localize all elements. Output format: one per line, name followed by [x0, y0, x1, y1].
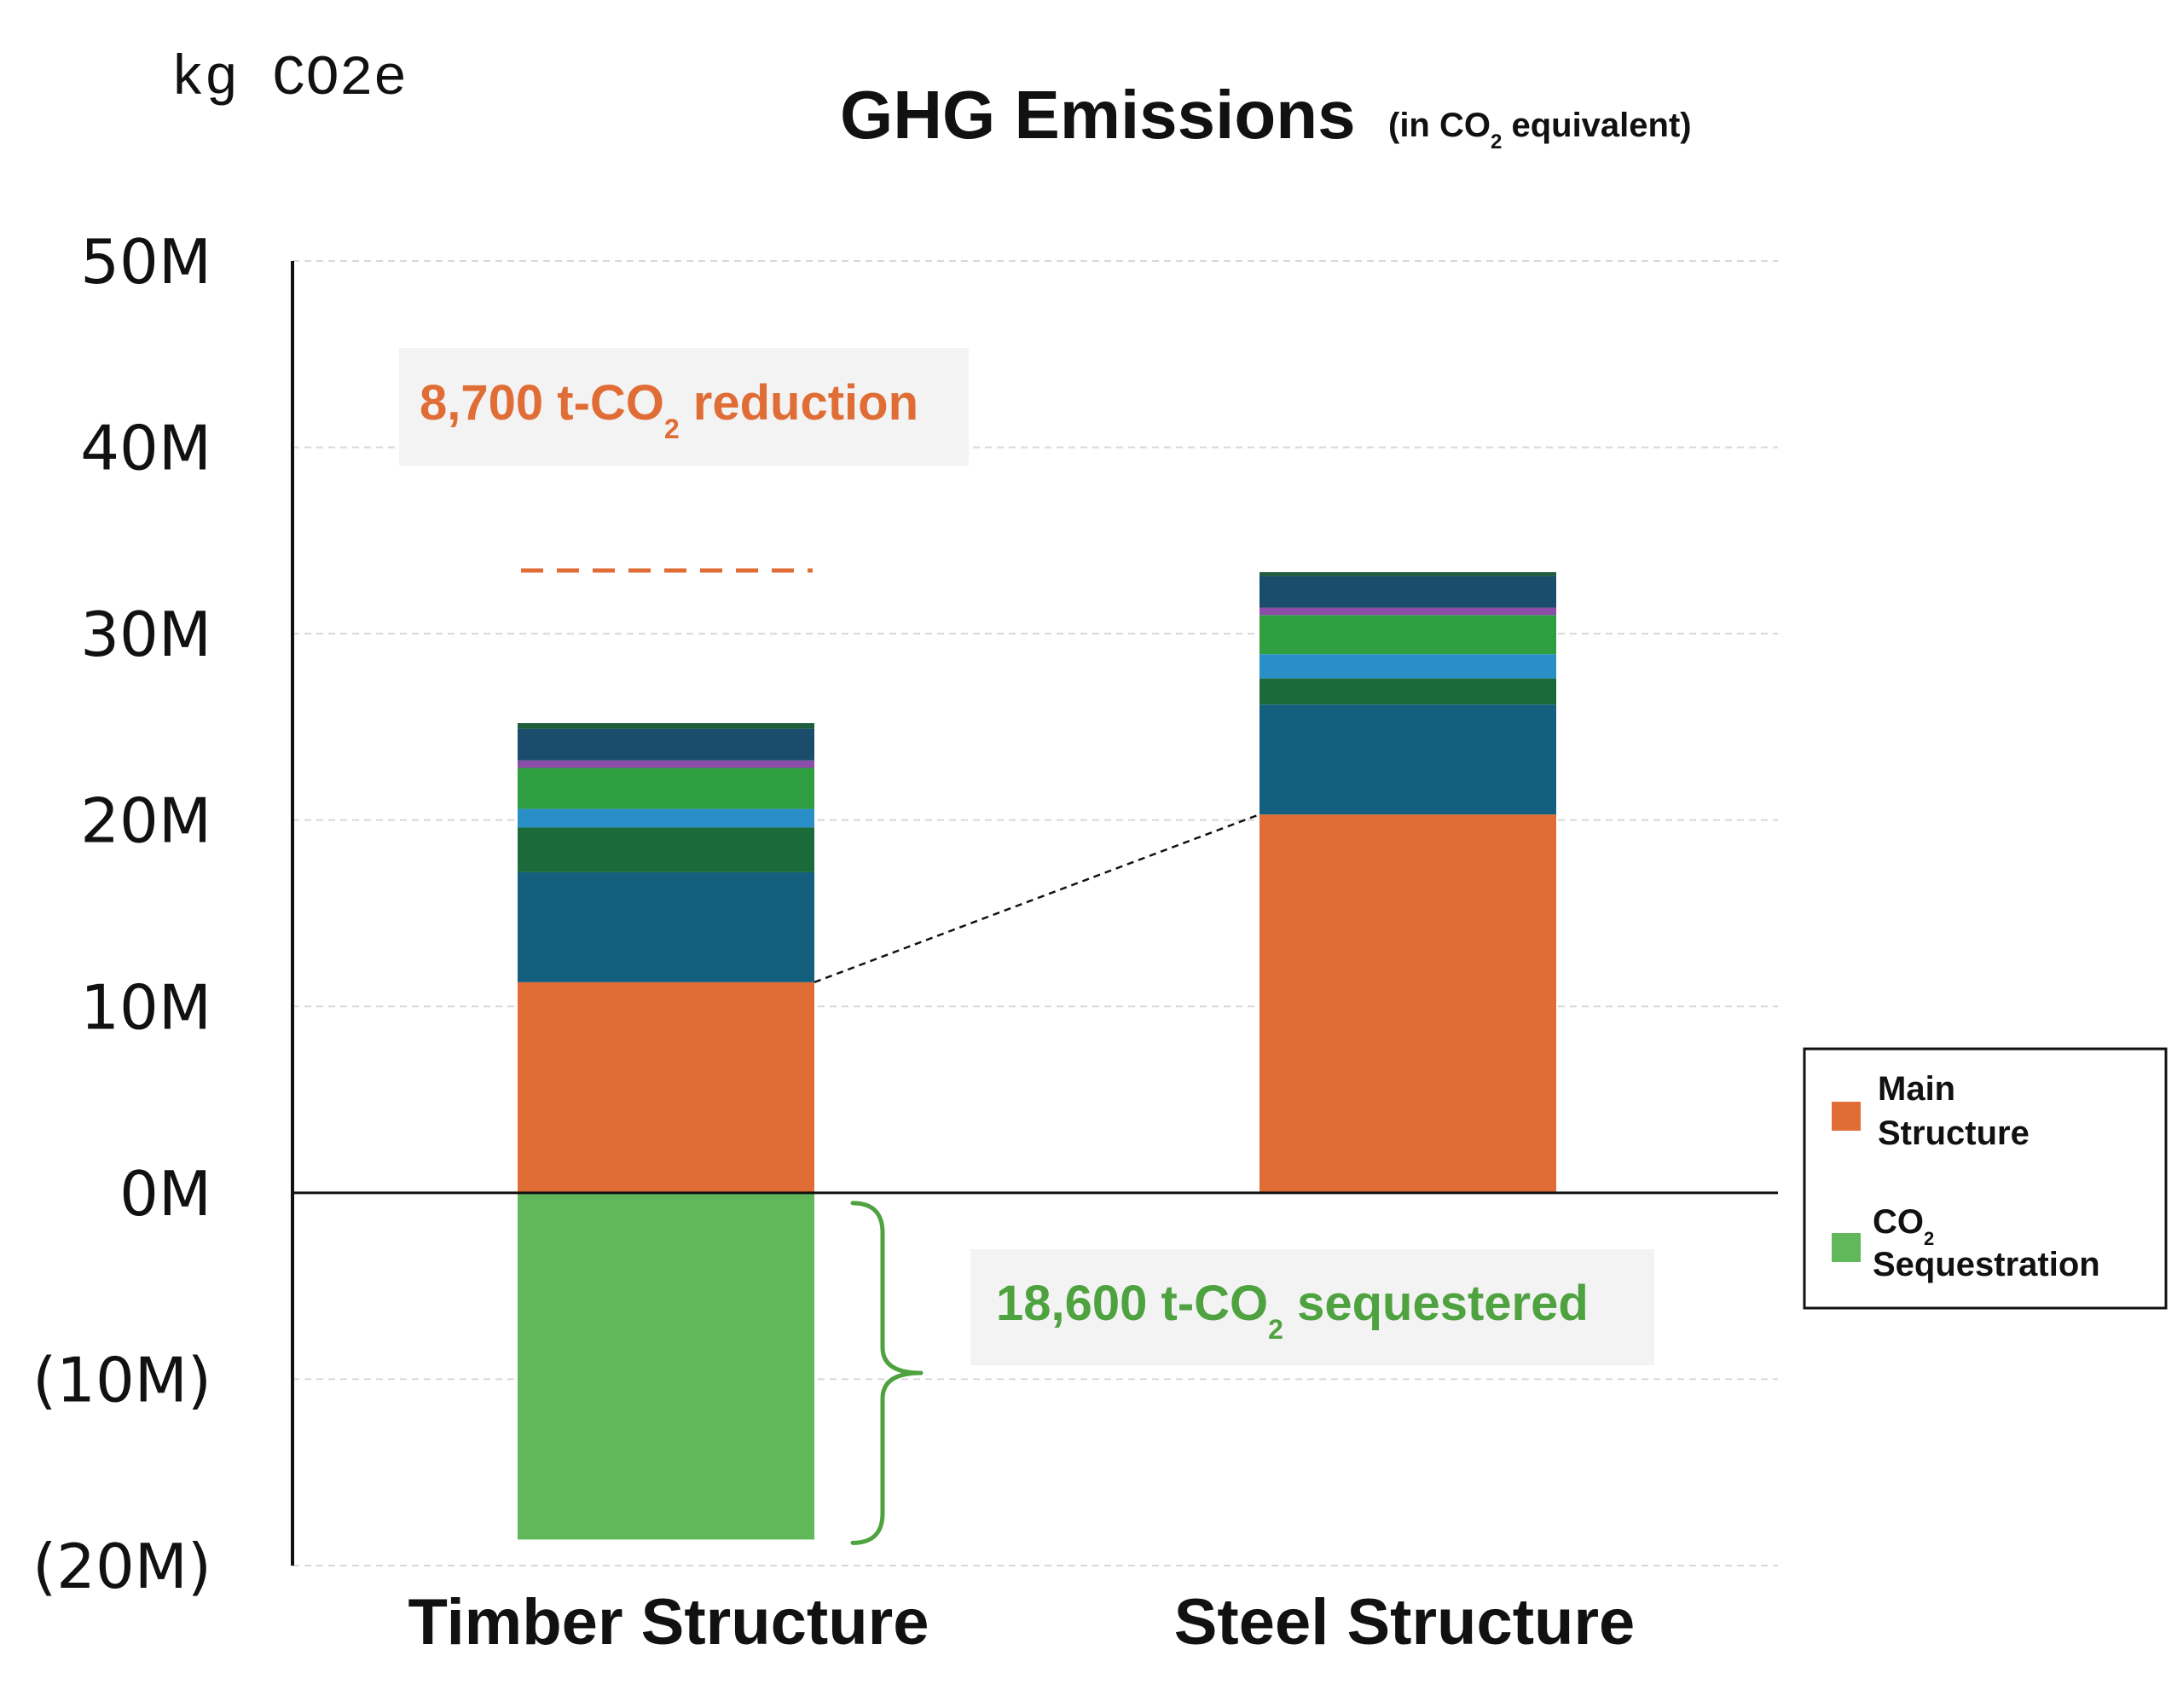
bar-segment: [1259, 607, 1556, 616]
legend-label-co2-sequestration: CO2 Sequestration: [1873, 1203, 2100, 1283]
y-tick-label: 10M: [80, 971, 211, 1043]
bar-segment: [518, 760, 814, 768]
chart-title: GHG Emissions: [840, 77, 1356, 153]
y-tick-label: (10M): [32, 1344, 211, 1416]
y-tick-label: 40M: [80, 413, 211, 484]
bar-segment: [1259, 572, 1556, 576]
y-tick-label: 20M: [80, 785, 211, 857]
main-structure-connector: [814, 813, 1260, 984]
y-tick-label: 0M: [119, 1158, 211, 1230]
bar-segment: [1259, 615, 1556, 655]
bars: [518, 572, 1556, 1540]
bar-segment: [518, 728, 814, 761]
legend: Main Structure CO2 Sequestration: [1803, 1047, 2168, 1310]
bar-segment: [1259, 576, 1556, 608]
sequestration-brace: [850, 1201, 924, 1545]
bar-segment: [518, 723, 814, 729]
y-tick-label: (20M): [32, 1531, 211, 1602]
sequestered-annotation-box: [970, 1249, 1654, 1365]
legend-frame: [1803, 1047, 2168, 1310]
bar-segment: [518, 871, 814, 982]
y-tick-label: 30M: [80, 599, 211, 670]
y-tick-label: 50M: [80, 226, 211, 298]
bar-segment: [1259, 654, 1556, 679]
gridlines: [292, 260, 1778, 1566]
bar-segment: [518, 827, 814, 872]
sequestered-annotation: 18,600 t-CO2 sequestered: [996, 1276, 1589, 1345]
chart-subtitle: (in CO2 equivalent): [1388, 107, 1692, 153]
bar-segment: [518, 981, 814, 1193]
reduction-annotation-box: [399, 348, 969, 466]
reduction-annotation: 8,700 t-CO2 reduction: [420, 375, 918, 444]
bar-segment: [1259, 704, 1556, 815]
legend-swatch-main-structure: [1832, 1102, 1861, 1131]
y-axis-ticks: 50M 40M 30M 20M 10M 0M (10M) (20M): [32, 226, 211, 1602]
bar-segment: [518, 767, 814, 809]
category-label-timber: Timber Structure: [408, 1586, 929, 1659]
y-axis-unit-label: kg CO2e: [171, 47, 407, 111]
legend-label-main-structure: Main Structure: [1878, 1070, 2030, 1152]
legend-swatch-co2-sequestration: [1832, 1233, 1861, 1262]
bar-segment: [518, 1192, 814, 1540]
bar-segment: [518, 808, 814, 828]
bar-segment: [1259, 678, 1556, 705]
category-label-steel: Steel Structure: [1174, 1586, 1636, 1659]
bar-segment: [1259, 814, 1556, 1193]
